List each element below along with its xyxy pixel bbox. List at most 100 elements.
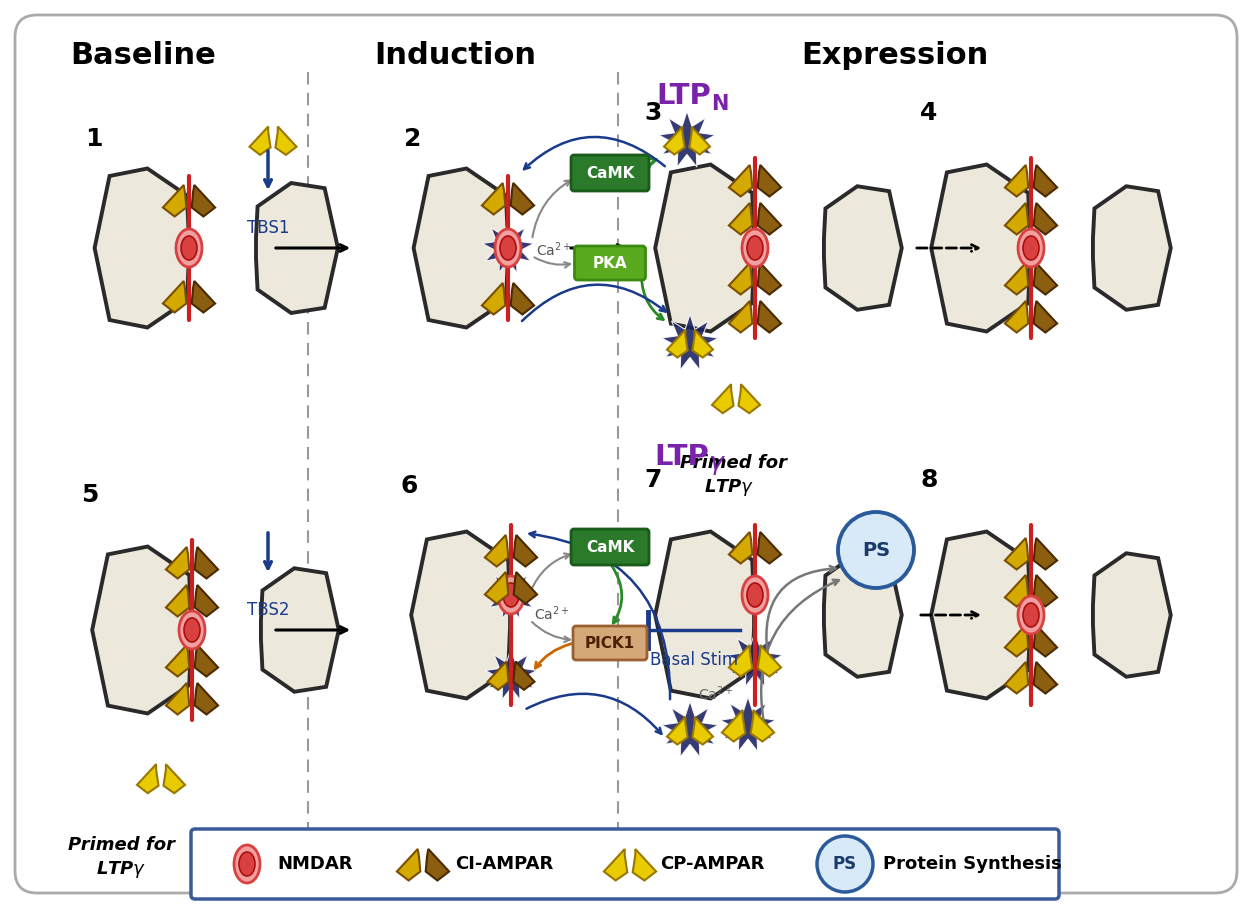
Text: PKA: PKA xyxy=(592,255,627,271)
Polygon shape xyxy=(824,553,901,676)
Polygon shape xyxy=(93,547,192,714)
Polygon shape xyxy=(1034,203,1057,234)
Ellipse shape xyxy=(747,236,762,260)
Polygon shape xyxy=(1005,263,1028,294)
Polygon shape xyxy=(167,585,189,617)
FancyBboxPatch shape xyxy=(573,626,647,660)
Text: CI-AMPAR: CI-AMPAR xyxy=(454,855,553,873)
Text: TBS2: TBS2 xyxy=(247,601,289,619)
Polygon shape xyxy=(727,632,782,686)
Polygon shape xyxy=(722,710,745,742)
Ellipse shape xyxy=(179,611,205,649)
Ellipse shape xyxy=(742,229,767,267)
Polygon shape xyxy=(486,648,537,700)
Polygon shape xyxy=(195,585,218,617)
Polygon shape xyxy=(931,164,1030,331)
Polygon shape xyxy=(1093,553,1171,676)
Polygon shape xyxy=(255,183,338,313)
Polygon shape xyxy=(632,849,656,881)
Ellipse shape xyxy=(503,583,520,607)
Text: Primed for: Primed for xyxy=(681,454,788,472)
FancyBboxPatch shape xyxy=(571,155,649,191)
Polygon shape xyxy=(739,384,760,413)
Polygon shape xyxy=(757,263,781,294)
FancyBboxPatch shape xyxy=(192,829,1059,899)
Ellipse shape xyxy=(498,576,525,614)
Polygon shape xyxy=(413,169,508,328)
Text: Baseline: Baseline xyxy=(70,41,215,70)
Text: N: N xyxy=(711,94,729,114)
Text: 4: 4 xyxy=(920,101,938,125)
Polygon shape xyxy=(751,710,774,742)
Polygon shape xyxy=(164,765,185,794)
Polygon shape xyxy=(1034,625,1057,656)
Text: Induction: Induction xyxy=(374,41,536,70)
Polygon shape xyxy=(482,283,506,314)
Text: Basal Stim: Basal Stim xyxy=(650,651,739,669)
Polygon shape xyxy=(1005,301,1028,332)
Polygon shape xyxy=(482,222,533,272)
Text: PICK1: PICK1 xyxy=(585,636,635,650)
Polygon shape xyxy=(1034,575,1057,607)
Text: Expression: Expression xyxy=(801,41,989,70)
Polygon shape xyxy=(1034,538,1057,569)
Polygon shape xyxy=(482,183,506,214)
Ellipse shape xyxy=(1023,236,1039,260)
Text: 8: 8 xyxy=(920,468,938,492)
Text: PS: PS xyxy=(833,855,858,873)
Circle shape xyxy=(818,836,873,892)
Polygon shape xyxy=(757,645,781,676)
Ellipse shape xyxy=(1018,596,1044,634)
Text: 1: 1 xyxy=(85,127,103,151)
Polygon shape xyxy=(729,532,752,564)
Polygon shape xyxy=(163,281,187,312)
Polygon shape xyxy=(513,572,537,604)
Polygon shape xyxy=(655,531,754,698)
Text: LTP$\mathit{\gamma}$: LTP$\mathit{\gamma}$ xyxy=(704,478,754,498)
Polygon shape xyxy=(757,301,781,332)
Polygon shape xyxy=(661,701,719,757)
Text: Ca$^{2+}$: Ca$^{2+}$ xyxy=(536,241,572,259)
Polygon shape xyxy=(692,330,712,358)
Polygon shape xyxy=(729,301,752,332)
Polygon shape xyxy=(1005,625,1028,656)
Circle shape xyxy=(838,512,914,588)
Polygon shape xyxy=(195,547,218,578)
Polygon shape xyxy=(95,169,189,328)
Text: LTP$\mathit{\gamma}$: LTP$\mathit{\gamma}$ xyxy=(96,860,146,881)
Polygon shape xyxy=(485,535,508,567)
Polygon shape xyxy=(397,849,421,881)
Text: Protein Synthesis: Protein Synthesis xyxy=(883,855,1062,873)
Polygon shape xyxy=(729,165,752,196)
Polygon shape xyxy=(659,111,715,167)
Polygon shape xyxy=(1005,662,1028,694)
FancyBboxPatch shape xyxy=(571,529,649,565)
Text: LTP: LTP xyxy=(656,82,711,110)
Polygon shape xyxy=(511,183,535,214)
Polygon shape xyxy=(487,570,536,618)
Polygon shape xyxy=(136,765,159,794)
Polygon shape xyxy=(1093,186,1171,310)
Polygon shape xyxy=(163,185,187,216)
Polygon shape xyxy=(720,696,776,752)
Polygon shape xyxy=(167,645,189,676)
Polygon shape xyxy=(1005,203,1028,234)
Ellipse shape xyxy=(239,852,255,876)
Text: 5: 5 xyxy=(81,483,99,507)
Ellipse shape xyxy=(1018,229,1044,267)
Text: Primed for: Primed for xyxy=(68,836,174,854)
Ellipse shape xyxy=(184,618,200,642)
Polygon shape xyxy=(655,164,754,331)
Polygon shape xyxy=(195,683,218,715)
Polygon shape xyxy=(1005,538,1028,569)
Text: PS: PS xyxy=(861,540,890,559)
Polygon shape xyxy=(426,849,449,881)
Polygon shape xyxy=(513,662,535,690)
Text: $\mathit{\gamma}$: $\mathit{\gamma}$ xyxy=(707,453,726,477)
Polygon shape xyxy=(167,683,189,715)
Text: CaMK: CaMK xyxy=(586,165,635,181)
Polygon shape xyxy=(192,281,215,312)
Polygon shape xyxy=(667,330,687,358)
Ellipse shape xyxy=(182,236,197,260)
Polygon shape xyxy=(757,203,781,234)
